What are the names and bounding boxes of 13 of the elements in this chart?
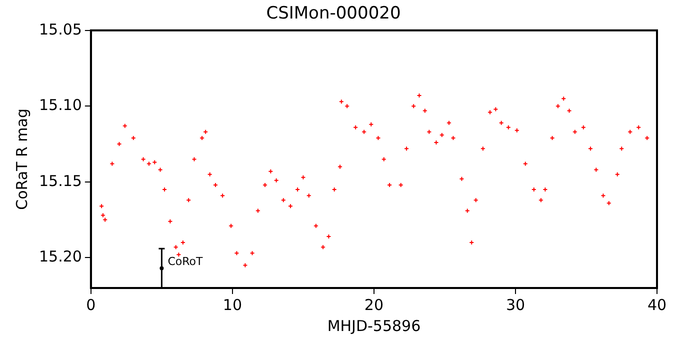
x-tick-label: 10 — [222, 296, 242, 314]
series-label: CoRoT — [168, 255, 203, 268]
y-axis-title: CoRaT R mag — [12, 108, 31, 210]
x-tick-label: 20 — [364, 296, 384, 314]
x-tick-label: 0 — [86, 296, 96, 314]
x-tick-label: 40 — [647, 296, 667, 314]
y-tick-label: 15.10 — [38, 96, 82, 114]
x-axis-title: MHJD-55896 — [327, 316, 421, 335]
x-tick-label: 30 — [506, 296, 526, 314]
y-tick-label: 15.05 — [38, 20, 82, 38]
chart-title: CSIMon-000020 — [266, 4, 401, 24]
y-tick-label: 15.20 — [38, 248, 82, 266]
y-tick-label: 15.15 — [38, 172, 82, 190]
